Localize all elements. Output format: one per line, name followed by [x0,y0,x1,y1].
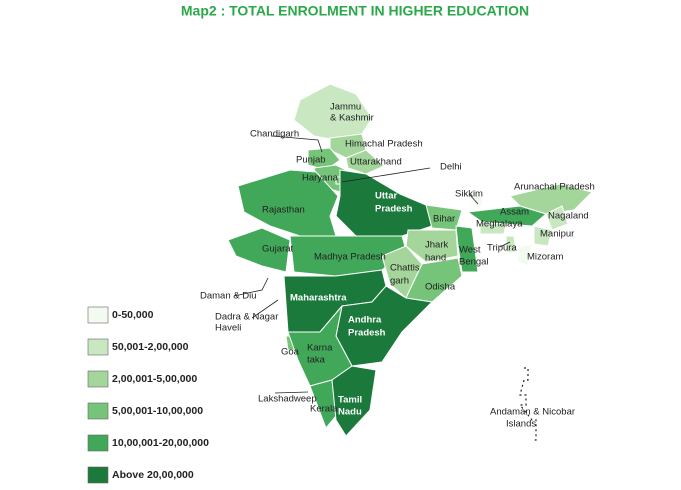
legend-label: 10,00,001-20,00,000 [112,437,209,449]
legend-label: 0-50,000 [112,309,154,321]
leader-line [499,241,511,248]
state-label: Maharashtra [290,293,347,304]
state-label: Daman & Diu [200,291,257,302]
state [533,225,553,247]
leader-line [251,299,279,319]
state-label: Rajasthan [262,205,305,216]
state-label: Sikkim [455,189,483,200]
state [455,225,479,273]
state-label: Gujarat [262,244,294,255]
legend-label: 50,001-2,00,000 [112,341,189,353]
state-label: Haveli [215,323,241,334]
legend-label: 5,00,001-10,00,000 [112,405,203,417]
state-label: Tamil [338,395,362,406]
state [505,235,517,253]
state-labels: Jammu& Kashmir Himachal Pradesh Chandigarh… [200,102,595,430]
state-label: Nagaland [548,211,589,222]
states [227,83,593,441]
state-label: Bengal [459,257,489,268]
legend-swatch [87,466,109,484]
state [545,205,569,231]
state-label: hand [425,253,446,264]
state-label: Dadra & Nagar [215,312,278,323]
state-label: Karna [307,343,333,354]
state-label: Delhi [440,162,462,173]
island-group [518,367,537,441]
leader-line [274,391,309,394]
leader-line [341,167,431,183]
state-label: Punjab [296,155,326,166]
state-label: Andhra [348,315,382,326]
legend-swatch [87,306,109,324]
state [517,243,533,267]
state-label: Chattis [390,263,420,274]
state-label: Manipur [540,229,574,240]
state-label: Mizoram [527,252,564,263]
state-label: Bihar [433,214,455,225]
state-label: Tripura [487,243,517,254]
state [227,227,291,273]
state-label: Arunachal Pradesh [514,182,595,193]
state [331,365,377,437]
state-label: & Kashmir [330,113,374,124]
state-label: Uttar [375,191,397,202]
state-label: Pradesh [348,328,386,339]
leader-lines [233,135,511,394]
state [479,221,507,235]
state-label: Haryana [302,173,339,184]
leader-line [469,194,479,205]
state-label: garh [390,276,409,287]
state [345,149,385,175]
legend-label: Above 20,00,000 [112,469,194,481]
state-label: Islands [506,419,536,430]
legend-swatch [87,402,109,420]
state-label: West [459,245,481,256]
state-label: Chandigarh [250,129,299,140]
leader-line [233,277,269,297]
state-label: Meghalaya [476,219,523,230]
state-label: Uttarakhand [350,157,402,168]
state-label: Jammu [330,102,361,113]
state-label: taka [307,355,326,366]
state-label: Nadu [338,407,362,418]
state-label: Kerala [310,404,338,415]
legend: 0-50,000 50,001-2,00,000 2,00,001-5,00,000… [87,306,209,484]
state-label: Lakshadweep [258,394,317,405]
leader-line [271,135,323,153]
state-label: Pradesh [375,204,413,215]
legend-swatch [87,434,109,452]
state [405,257,463,303]
state [405,229,459,263]
state-label: Odisha [425,282,456,293]
state-label: Assam [500,207,529,218]
map-title: Map2 : TOTAL ENROLMENT IN HIGHER EDUCATI… [181,3,529,19]
legend-swatch [87,338,109,356]
legend-label: 2,00,001-5,00,000 [112,373,197,385]
state-label: Andaman & Nicobar [490,407,575,418]
state-label: Madhya Pradesh [314,252,386,263]
state [237,169,339,237]
state [473,195,483,207]
state-label: Himachal Pradesh [345,139,423,150]
state-label: Jhark [425,240,448,251]
legend-swatch [87,370,109,388]
state-label: Goa [281,347,300,358]
